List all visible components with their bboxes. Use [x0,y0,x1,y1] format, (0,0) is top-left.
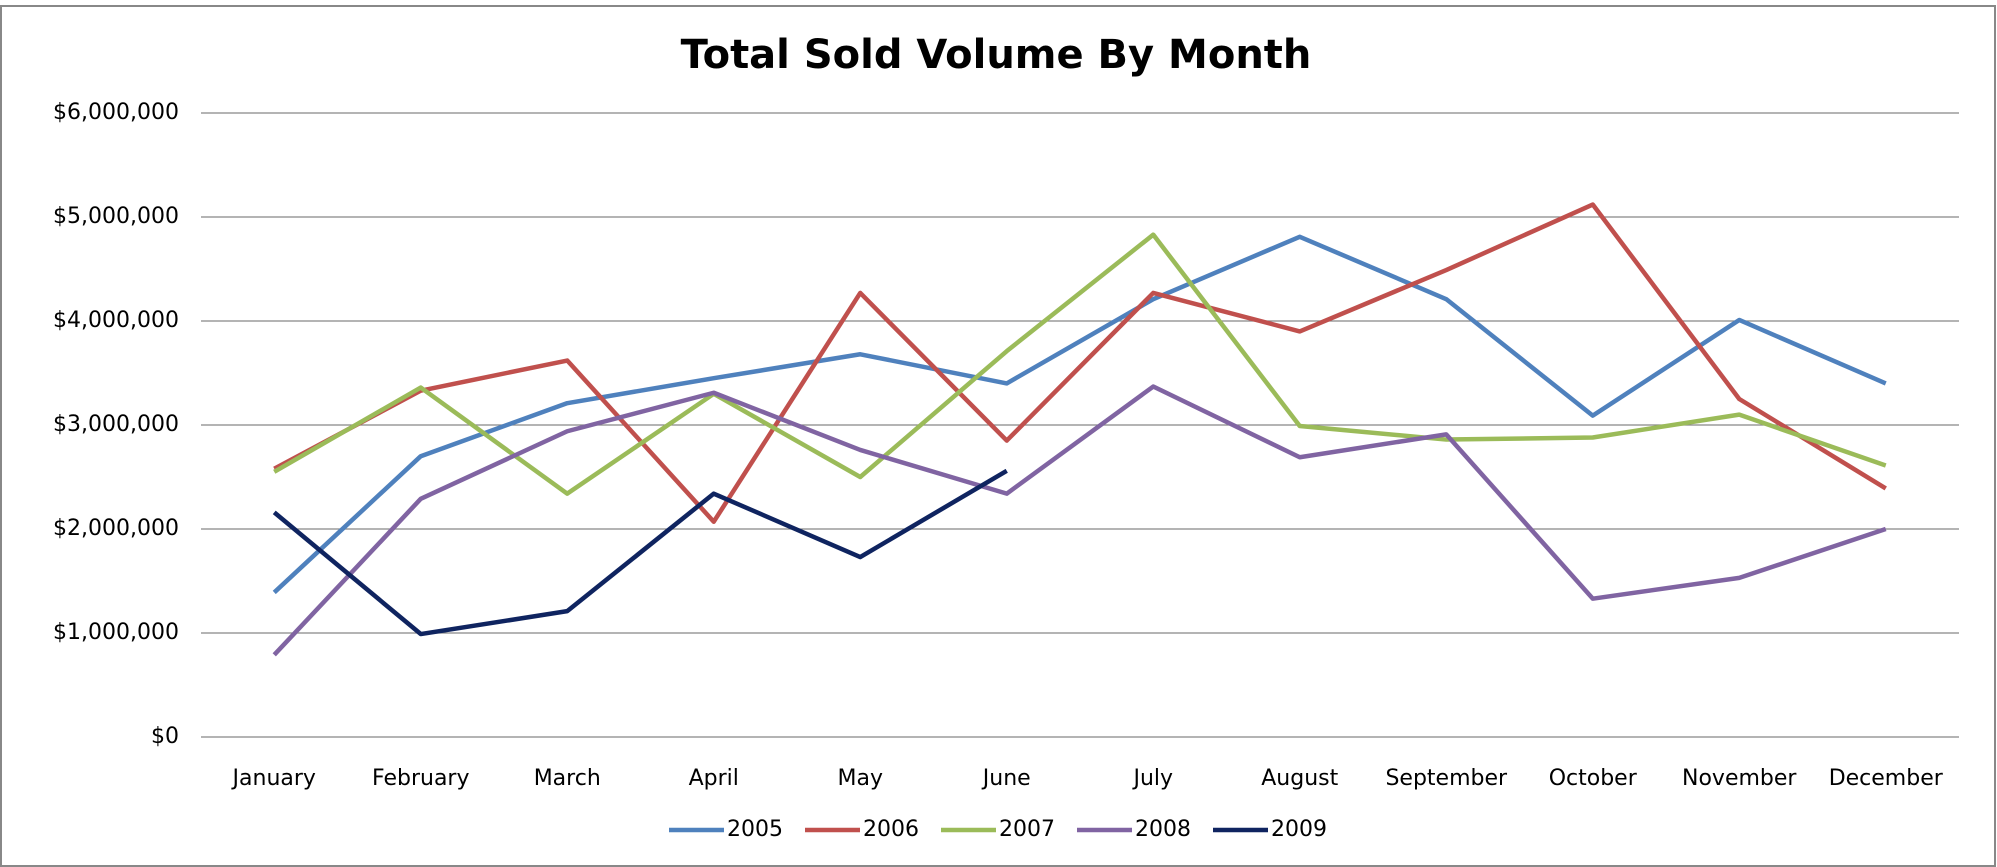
y-tick-label: $5,000,000 [53,204,179,229]
legend-label: 2006 [863,817,919,842]
x-tick-label: January [231,766,316,791]
x-tick-label: May [838,766,883,791]
y-tick-label: $4,000,000 [53,308,179,333]
chart-title: Total Sold Volume By Month [681,32,1312,78]
series-line [272,234,1887,595]
x-tick-label: September [1385,766,1508,791]
y-tick-label: $3,000,000 [53,412,179,437]
x-tick-label: April [689,766,739,791]
legend-label: 2009 [1271,817,1327,842]
series-line [273,232,1887,496]
x-tick-label: March [534,766,601,791]
series-line [272,384,1887,657]
x-tick-label: August [1261,766,1338,791]
y-tick-label: $6,000,000 [53,100,179,125]
series-line [273,202,1887,524]
x-tick-label: November [1682,766,1797,791]
x-tick-label: June [981,766,1031,791]
x-tick-label: December [1829,766,1944,791]
y-tick-label: $1,000,000 [53,620,179,645]
y-tick-label: $2,000,000 [53,516,179,541]
legend-label: 2005 [727,817,783,842]
legend-label: 2007 [999,817,1055,842]
x-tick-label: October [1549,766,1638,791]
y-tick-label: $0 [151,724,179,749]
x-tick-label: July [1131,766,1173,791]
series-line [272,468,1008,637]
x-tick-label: February [372,766,470,791]
legend-label: 2008 [1135,817,1191,842]
